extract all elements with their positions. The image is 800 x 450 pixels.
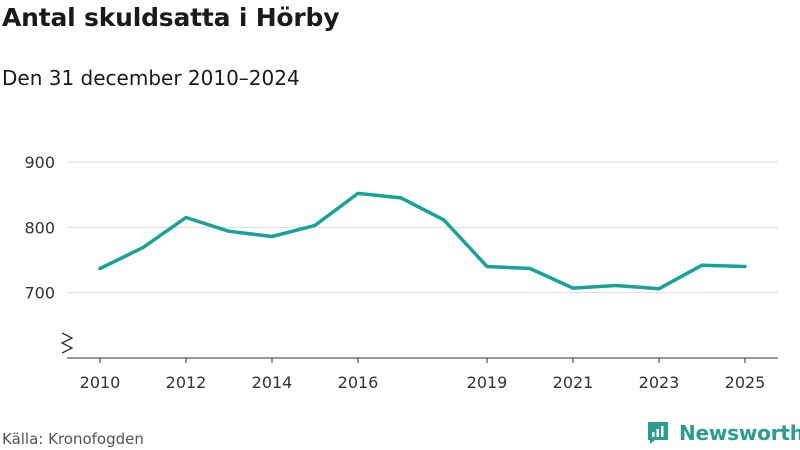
data-point — [227, 229, 231, 233]
x-tick-label: 2016 — [338, 373, 379, 392]
brand-name: Newsworthy — [679, 421, 800, 445]
y-tick-label: 800 — [24, 218, 55, 237]
newsworthy-logo-icon — [648, 422, 668, 444]
source-note: Källa: Kronofogden — [2, 430, 144, 448]
x-tick-label: 2019 — [467, 373, 508, 392]
data-point — [270, 234, 274, 238]
y-tick-label: 900 — [24, 153, 55, 172]
data-point — [184, 216, 188, 220]
x-tick-label: 2025 — [725, 373, 766, 392]
data-point — [571, 286, 575, 290]
y-tick-label: 700 — [24, 284, 55, 303]
brand-logo: Newsworthy — [645, 420, 800, 446]
x-tick-label: 2023 — [639, 373, 680, 392]
data-point — [356, 191, 360, 195]
data-point — [614, 283, 618, 287]
x-tick-label: 2010 — [80, 373, 121, 392]
data-point — [98, 266, 102, 270]
data-point — [657, 287, 661, 291]
chart-subtitle: Den 31 december 2010–2024 — [2, 66, 300, 90]
data-point — [399, 196, 403, 200]
data-point — [528, 266, 532, 270]
x-tick-label: 2012 — [166, 373, 207, 392]
data-point — [442, 218, 446, 222]
chart-title: Antal skuldsatta i Hörby — [2, 3, 340, 32]
x-tick-label: 2014 — [252, 373, 293, 392]
axis-break-icon — [60, 332, 74, 354]
data-point — [141, 246, 145, 250]
series-line — [98, 191, 747, 291]
data-point — [700, 263, 704, 267]
line-chart: 700 800 900 2010 2012 2014 2016 2019 2021 2023 202… — [24, 153, 778, 392]
data-point — [485, 265, 489, 269]
data-point — [743, 265, 747, 269]
data-point — [313, 223, 317, 227]
x-tick-label: 2021 — [553, 373, 594, 392]
